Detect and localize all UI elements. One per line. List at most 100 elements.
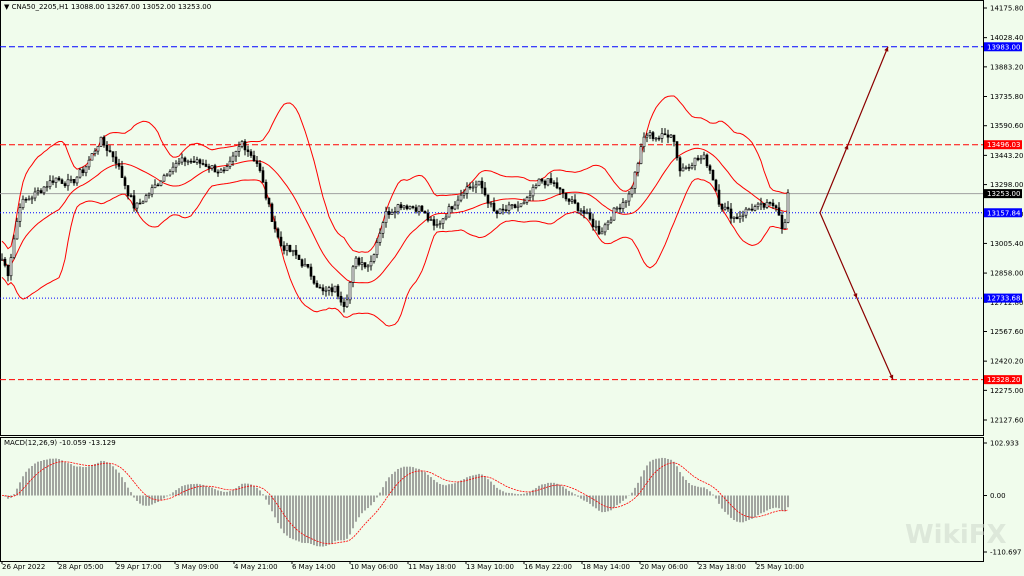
candle-body: [681, 167, 685, 172]
candle-body: [66, 179, 70, 187]
macd-tick-label: -110.697: [990, 549, 1021, 557]
candle-body: [363, 262, 367, 268]
candle-body: [147, 193, 151, 196]
candle-body: [540, 178, 544, 182]
candle-body: [279, 236, 283, 246]
y-tick-label: 13298.00: [990, 181, 1023, 189]
candle-body: [780, 214, 784, 230]
candle-body: [732, 216, 736, 219]
candle-body: [312, 275, 316, 284]
candle-body: [306, 263, 310, 268]
candle-body: [669, 134, 673, 138]
candle-body: [714, 179, 718, 191]
candle-body: [402, 205, 406, 209]
candle-body: [225, 166, 229, 172]
candle-body: [99, 136, 103, 147]
candle-body: [663, 133, 667, 136]
candle-body: [216, 171, 220, 174]
candle-body: [642, 136, 646, 147]
candle-body: [513, 204, 517, 208]
candle-body: [117, 163, 121, 167]
candle-body: [510, 204, 514, 206]
candle-body: [255, 160, 259, 164]
watermark-logo: WikiFX: [905, 520, 1007, 550]
candle-body: [141, 201, 145, 204]
candle-body: [414, 207, 418, 212]
chart-header: ▼ CNA50_2205,H1 13088.00 13267.00 13052.…: [4, 3, 211, 11]
candle-body: [693, 157, 697, 166]
candle-body: [495, 210, 499, 214]
candle-body: [168, 171, 172, 176]
candle-body: [396, 204, 400, 212]
candle-body: [27, 198, 31, 201]
candle-body: [462, 193, 466, 196]
x-tick-label: 10 May 06:00: [350, 563, 398, 571]
candle-body: [600, 231, 604, 235]
candle-body: [702, 154, 706, 159]
candle-body: [258, 163, 262, 171]
candle-body: [699, 158, 703, 161]
arrow-head-icon: [844, 144, 849, 150]
macd-tick-label: 102.933: [990, 440, 1019, 448]
candle-body: [357, 257, 361, 265]
macd-signal-line: [1, 461, 789, 545]
candle-body: [435, 224, 439, 226]
candle-body: [297, 254, 301, 260]
candle-body: [465, 186, 469, 194]
candle-body: [318, 286, 322, 289]
ohlc-values: 13088.00 13267.00 13052.00 13253.00: [70, 3, 212, 11]
candle-body: [537, 178, 541, 186]
candle-body: [6, 265, 10, 277]
candle-body: [45, 186, 49, 189]
x-tick-label: 25 May 10:00: [756, 563, 804, 571]
candle-body: [519, 203, 523, 207]
candle-body: [459, 194, 463, 201]
candle-body: [57, 177, 61, 181]
symbol-label: CNA50_2205,H1: [11, 3, 69, 11]
candle-body: [531, 187, 535, 197]
y-tick-label: 13735.80: [990, 93, 1023, 101]
candle-body: [60, 179, 64, 184]
candle-body: [339, 295, 343, 303]
candle-body: [351, 266, 355, 283]
candle-body: [588, 212, 592, 220]
x-tick-label: 26 Apr 2022: [2, 563, 45, 571]
candle-body: [657, 137, 661, 140]
y-tick-label: 12567.60: [990, 328, 1023, 336]
candle-body: [630, 188, 634, 195]
x-tick-label: 16 May 22:00: [524, 563, 572, 571]
candle-body: [546, 178, 550, 186]
candle-body: [186, 160, 190, 163]
candle-body: [786, 192, 790, 223]
candle-body: [315, 282, 319, 288]
candle-body: [774, 205, 778, 209]
candle-body: [645, 134, 649, 138]
candle-body: [705, 154, 709, 167]
candle-body: [9, 257, 13, 277]
candle-body: [183, 157, 187, 162]
candle-body: [501, 208, 505, 211]
price-frame: [0, 0, 984, 436]
candle-body: [432, 219, 436, 226]
candle-body: [621, 202, 625, 209]
candle-body: [762, 202, 766, 208]
candle-body: [243, 141, 247, 151]
candle-body: [129, 195, 133, 197]
candle-body: [549, 178, 553, 183]
candle-body: [240, 141, 244, 147]
candle-body: [603, 224, 607, 233]
candle-body: [0, 258, 4, 261]
y-tick-label: 13590.60: [990, 122, 1023, 130]
candle-body: [672, 134, 676, 142]
candle-body: [567, 198, 571, 202]
candle-body: [105, 144, 109, 151]
candle-body: [555, 182, 559, 189]
candle-body: [207, 166, 211, 169]
candle-body: [324, 289, 328, 292]
y-tick-label: 13005.40: [990, 240, 1023, 248]
candle-body: [486, 194, 490, 204]
candle-body: [93, 150, 97, 154]
candle-body: [606, 221, 610, 226]
dropdown-triangle-icon[interactable]: ▼: [4, 3, 10, 11]
x-tick-label: 18 May 14:00: [582, 563, 630, 571]
